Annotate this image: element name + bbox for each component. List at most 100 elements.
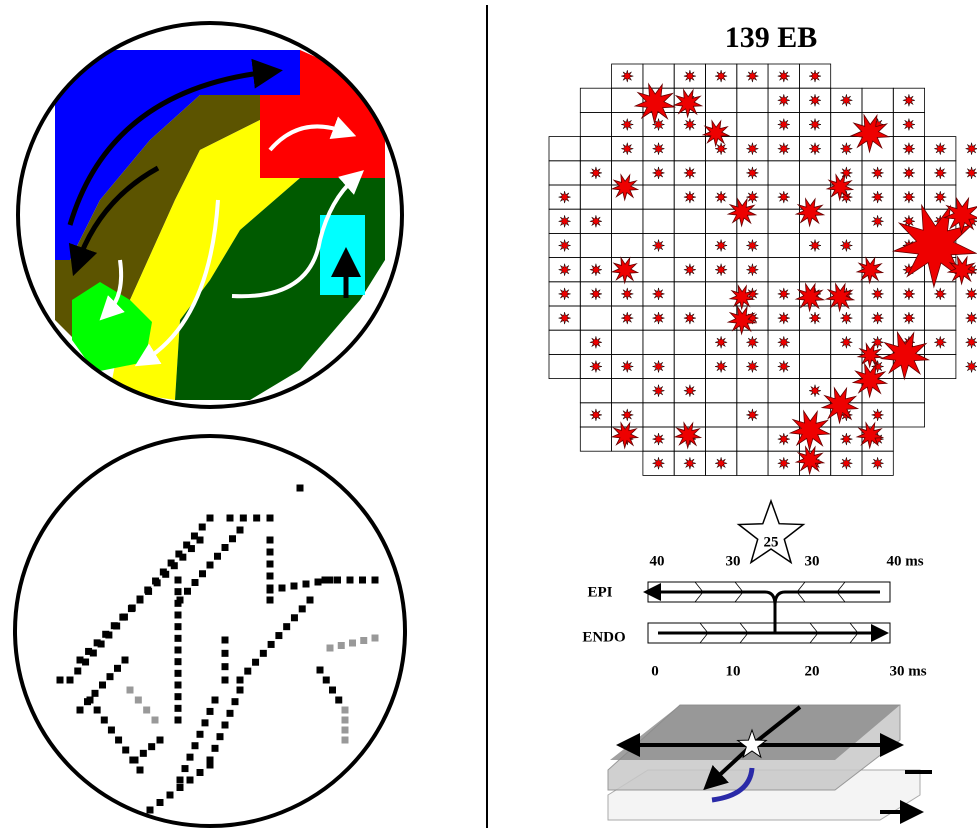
star — [590, 215, 602, 227]
tick-label: 30 ms — [889, 663, 926, 679]
star — [590, 336, 602, 348]
star — [653, 457, 665, 469]
dot — [57, 677, 64, 684]
dot — [253, 515, 260, 522]
dot — [175, 623, 182, 630]
grid-cell — [768, 379, 799, 403]
star — [675, 423, 701, 448]
star — [559, 215, 571, 227]
dot — [175, 647, 182, 654]
dot — [222, 637, 229, 644]
star — [746, 70, 758, 82]
dot — [267, 561, 274, 568]
star — [778, 143, 790, 155]
dot — [317, 667, 324, 674]
dot — [154, 579, 161, 586]
star — [966, 361, 977, 373]
star — [840, 240, 852, 252]
dot — [115, 737, 122, 744]
dot — [283, 623, 290, 630]
dot — [132, 757, 139, 764]
dot — [94, 639, 101, 646]
dot — [291, 583, 298, 590]
tick-label: 30 — [805, 553, 820, 569]
star — [881, 332, 928, 379]
grid-cell — [674, 403, 705, 427]
grid-cell — [925, 306, 956, 330]
dot — [232, 698, 239, 705]
star — [778, 94, 790, 106]
dot — [202, 719, 209, 726]
star — [612, 423, 638, 448]
star — [809, 70, 821, 82]
dot — [137, 767, 144, 774]
star — [653, 167, 665, 179]
dot — [229, 535, 236, 542]
dot — [157, 737, 164, 744]
grid-cell — [799, 354, 830, 378]
grid-cell — [580, 379, 611, 403]
dot — [175, 635, 182, 642]
star — [715, 336, 727, 348]
dot — [175, 717, 182, 724]
star — [903, 119, 915, 131]
grid-cell — [737, 112, 768, 136]
star — [840, 167, 852, 179]
star — [903, 143, 915, 155]
timeline: 25 40 30 30 40 ms EPI ENDO 0 10 20 30 ms — [582, 501, 926, 679]
tick-label: 0 — [651, 663, 659, 679]
grid-cell — [706, 379, 737, 403]
grid-cell — [643, 330, 674, 354]
star — [934, 143, 946, 155]
star — [903, 288, 915, 300]
dot — [175, 612, 182, 619]
grid-cell — [580, 112, 611, 136]
star — [796, 199, 824, 226]
star — [809, 143, 821, 155]
star — [778, 457, 790, 469]
star — [851, 115, 888, 152]
dot — [291, 614, 298, 621]
grid-cell — [549, 354, 580, 378]
dot — [349, 640, 356, 647]
slab-diagram — [608, 705, 932, 820]
grid-cell — [612, 233, 643, 257]
figure: 139 EB 25 40 30 30 40 ms EPI ENDO 0 10 2… — [0, 0, 977, 828]
star — [621, 143, 633, 155]
grid-cell — [674, 137, 705, 161]
star — [903, 191, 915, 203]
dot — [147, 807, 154, 814]
star — [966, 336, 977, 348]
dot — [222, 722, 229, 729]
star — [653, 288, 665, 300]
dot — [327, 645, 334, 652]
dot — [299, 605, 306, 612]
tick-label: 20 — [805, 663, 820, 679]
grid-cell — [674, 330, 705, 354]
star — [559, 264, 571, 276]
grid-cell — [643, 64, 674, 88]
dot — [199, 570, 206, 577]
star — [684, 70, 696, 82]
star — [621, 288, 633, 300]
dot — [244, 668, 251, 675]
star — [621, 312, 633, 324]
star — [559, 191, 571, 203]
title: 139 EB — [725, 21, 818, 54]
star — [621, 70, 633, 82]
dot — [122, 747, 129, 754]
dot — [175, 577, 182, 584]
star — [715, 70, 727, 82]
star — [746, 361, 758, 373]
grid-cell — [706, 161, 737, 185]
star — [934, 167, 946, 179]
star — [796, 284, 824, 311]
star — [872, 191, 884, 203]
grid-cell — [580, 427, 611, 451]
star — [590, 264, 602, 276]
star — [590, 288, 602, 300]
star — [853, 364, 887, 397]
grid-cell — [580, 185, 611, 209]
grid-cell — [768, 233, 799, 257]
dot — [127, 687, 134, 694]
